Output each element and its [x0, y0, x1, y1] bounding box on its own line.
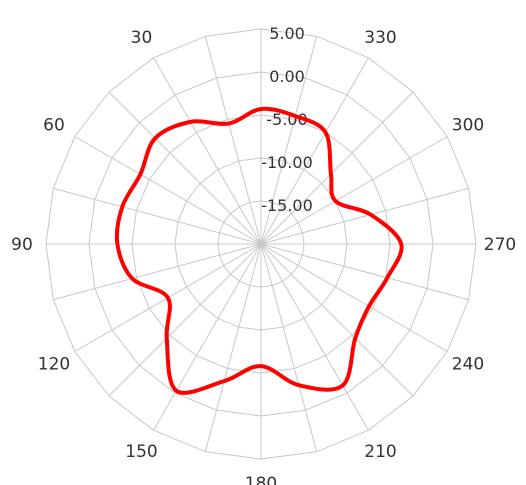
grid-spoke-225 [260, 243, 414, 397]
data-point-105 [130, 276, 134, 281]
data-point-30 [188, 120, 193, 124]
series-layer [114, 106, 404, 395]
grid-spoke-150 [153, 243, 262, 431]
radial-tick-label-4: -15.00 [261, 196, 313, 215]
angle-label-300: 300 [452, 116, 484, 136]
angle-label-270: 270 [484, 235, 516, 255]
data-point-15 [227, 121, 231, 126]
data-point-330 [323, 130, 328, 134]
grid-spoke-315 [260, 91, 414, 245]
data-point-255 [385, 276, 389, 280]
grid-spoke-75 [53, 187, 262, 245]
axis-labels: 3060901201501802102402703003305.000.00-5… [11, 24, 516, 485]
data-point-45 [153, 136, 157, 140]
radial-tick-label-0: 5.00 [269, 24, 305, 43]
data-point-345 [293, 114, 297, 118]
data-point-135 [165, 336, 169, 340]
data-point-0 [259, 107, 263, 111]
angle-label-210: 210 [364, 442, 396, 462]
data-point-90 [115, 242, 119, 246]
data-point-285 [369, 213, 373, 217]
grid-spoke-60 [74, 136, 262, 245]
grid-spoke-105 [53, 243, 262, 301]
angle-label-240: 240 [452, 355, 484, 375]
angle-label-60: 60 [43, 116, 65, 136]
data-point-300 [333, 199, 338, 203]
angle-label-330: 330 [364, 28, 396, 48]
grid-spoke-330 [260, 57, 369, 245]
grid-spoke-135 [108, 243, 262, 397]
data-point-195 [297, 383, 301, 387]
grid-spoke-210 [260, 243, 369, 431]
data-point-180 [259, 364, 263, 368]
data-point-75 [120, 205, 124, 209]
data-point-315 [329, 172, 333, 176]
data-point-120 [166, 296, 170, 300]
angle-label-120: 120 [38, 355, 70, 375]
grid-spoke-15 [204, 36, 262, 245]
grid-spoke-195 [260, 243, 318, 452]
grid-spoke-300 [260, 136, 448, 245]
data-point-210 [341, 383, 345, 388]
data-point-60 [138, 172, 142, 176]
polar-grid [45, 28, 477, 460]
grid-spoke-165 [204, 243, 262, 452]
grid-spoke-30 [153, 57, 262, 245]
data-point-225 [353, 336, 357, 340]
data-point-150 [174, 389, 178, 393]
angle-label-150: 150 [125, 442, 157, 462]
angle-label-180: 180 [245, 474, 277, 485]
data-point-240 [367, 304, 371, 308]
angle-label-90: 90 [11, 235, 33, 255]
data-point-270 [399, 242, 403, 246]
grid-spoke-345 [260, 36, 318, 245]
angle-label-30: 30 [131, 28, 153, 48]
grid-spoke-255 [260, 243, 469, 301]
grid-spoke-45 [108, 91, 262, 245]
radial-tick-label-1: 0.00 [269, 67, 305, 86]
grid-spoke-240 [260, 243, 448, 352]
grid-spoke-285 [260, 187, 469, 245]
data-point-165 [222, 379, 226, 383]
radial-tick-label-3: -10.00 [261, 153, 313, 172]
